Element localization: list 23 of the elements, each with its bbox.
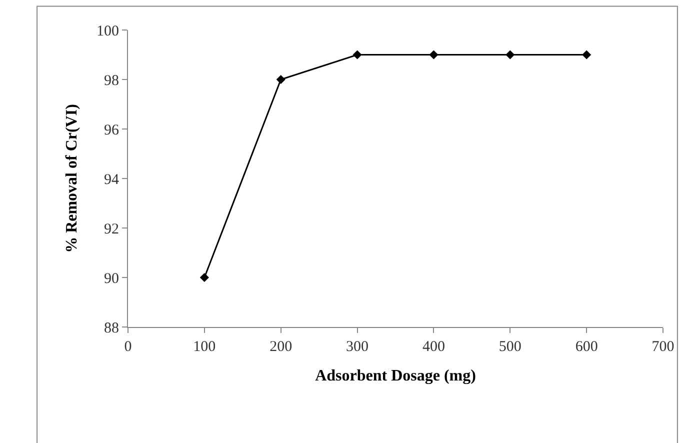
point: [429, 50, 438, 60]
y-axis-title: % Removal of Cr(VI): [63, 104, 80, 253]
x-tick-label: 0: [124, 339, 132, 355]
x-tick-label: 700: [652, 339, 674, 355]
y-tick-label: 96: [104, 122, 120, 138]
x-axis-title: Adsorbent Dosage (mg): [315, 368, 476, 385]
x-tick-label: 100: [193, 339, 216, 355]
y-tick-label: 94: [104, 172, 120, 188]
x-tick-label: 200: [270, 339, 292, 355]
point: [276, 74, 286, 84]
y-tick-label: 98: [104, 72, 119, 89]
y-tick-label: 88: [104, 320, 119, 336]
y-tick-label: 92: [104, 221, 119, 238]
point: [582, 50, 592, 60]
y-tick-label: 100: [96, 23, 119, 40]
point: [352, 50, 362, 60]
x-tick-label: 400: [422, 339, 445, 355]
x-tick-label: 300: [346, 339, 369, 355]
x-tick-label: 500: [498, 339, 522, 355]
point: [506, 50, 515, 60]
point: [200, 272, 209, 282]
y-tick-label: 90: [104, 270, 119, 287]
x-tick-label: 600: [575, 339, 598, 355]
